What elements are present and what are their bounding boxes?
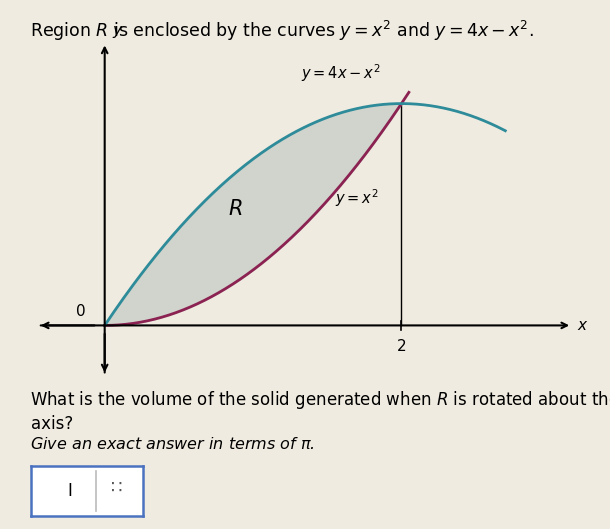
- Text: Region $R$ is enclosed by the curves $y = x^2$ and $y = 4x - x^2$.: Region $R$ is enclosed by the curves $y …: [30, 19, 534, 43]
- Text: $R$: $R$: [228, 199, 243, 219]
- Text: axis?: axis?: [30, 415, 73, 433]
- Text: $y = x^2$: $y = x^2$: [335, 187, 378, 209]
- Text: $2$: $2$: [396, 338, 406, 353]
- Text: Give an exact answer in terms of $\pi$.: Give an exact answer in terms of $\pi$.: [30, 436, 315, 452]
- Text: ∷: ∷: [110, 479, 122, 497]
- Text: I: I: [68, 481, 73, 500]
- Text: $y = 4x - x^2$: $y = 4x - x^2$: [301, 62, 380, 84]
- Text: $y$: $y$: [112, 24, 124, 40]
- Text: What is the volume of the solid generated when $R$ is rotated about the $x$-: What is the volume of the solid generate…: [30, 389, 610, 411]
- Text: 0: 0: [76, 304, 85, 319]
- Text: $x$: $x$: [576, 318, 588, 333]
